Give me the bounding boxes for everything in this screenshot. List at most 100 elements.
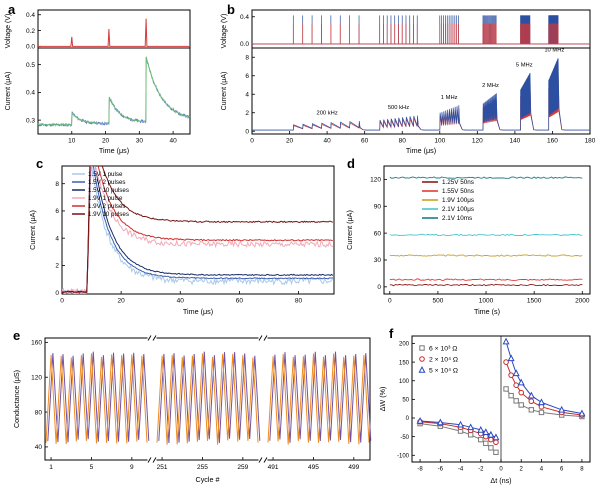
marker-circle	[513, 382, 519, 389]
c-legend-label: 1.5V 10 pulses	[88, 187, 129, 194]
svg-text:40: 40	[323, 138, 331, 145]
c-legend-label: 1.5V 1 pulse	[88, 171, 123, 178]
d-legend-label: 1.9V 100μs	[442, 197, 474, 204]
svg-text:60: 60	[236, 298, 244, 305]
e-cycle-trace	[158, 351, 261, 444]
marker-square	[419, 345, 425, 351]
panel-c-chart: 0 20 40 60 80 0 2 4 6 8 Time (μs) Current (μA) 1.5V …	[28, 165, 335, 316]
d-series	[389, 176, 583, 179]
panel-c-letter: c	[36, 156, 44, 171]
svg-text:Conductance (μS): Conductance (μS)	[12, 370, 21, 428]
panel-c: c 0 20 40 60 80 0 2 4 6 8 Time (μs) Current (μA) 1.5…	[22, 156, 340, 322]
svg-text:-8: -8	[417, 467, 423, 473]
marker-square	[467, 432, 474, 438]
svg-text:0.0: 0.0	[240, 41, 249, 48]
d-series	[389, 233, 583, 237]
marker-circle	[419, 356, 425, 362]
svg-text:0.0: 0.0	[26, 44, 35, 51]
c-series	[62, 166, 334, 294]
svg-text:Time (s): Time (s)	[474, 307, 500, 316]
panel-f: f -8 -6 -4 -2 0 2 4 6 8 -100 -50 0 50 100 150 200 6 × 10…	[376, 326, 598, 494]
d-legend-label: 1.25V 50ns	[442, 179, 474, 186]
svg-text:0.4: 0.4	[26, 12, 35, 19]
svg-text:495: 495	[308, 464, 319, 471]
panel-d-letter: d	[347, 156, 355, 171]
svg-text:2000: 2000	[575, 298, 590, 305]
svg-text:8: 8	[580, 467, 584, 473]
f-legend-label: 2 × 10⁴ Ω	[429, 357, 458, 364]
d-series	[389, 254, 583, 257]
d-series	[389, 283, 583, 287]
svg-text:Cycle #: Cycle #	[196, 475, 220, 484]
c-legend-label: 1.9V 1 pulse	[88, 195, 123, 202]
c-legend-label: 1.9V 2 pulses	[88, 203, 126, 210]
a-current-fit	[38, 56, 191, 126]
svg-text:0.2: 0.2	[26, 28, 35, 35]
svg-text:30: 30	[374, 257, 382, 264]
marker-triangle	[467, 423, 475, 431]
panel-b: b 0.0 0.4 0 2 4 6 8 0 20 40 60 80 100 120 140 160 180 Tim…	[200, 2, 598, 158]
svg-text:90: 90	[374, 203, 382, 210]
marker-square	[518, 402, 524, 408]
svg-text:0.5: 0.5	[26, 62, 35, 69]
c-series	[62, 166, 334, 294]
svg-text:60: 60	[361, 138, 369, 145]
svg-text:0: 0	[388, 298, 392, 305]
panel-a-letter: a	[8, 2, 16, 17]
marker-triangle	[482, 428, 490, 435]
marker-circle	[483, 433, 489, 440]
marker-triangle	[578, 409, 586, 417]
svg-text:100: 100	[434, 138, 445, 145]
e-cycle-trace	[267, 353, 370, 445]
svg-text:30: 30	[136, 138, 144, 145]
marker-triangle	[507, 354, 515, 362]
svg-text:50: 50	[402, 398, 409, 404]
d-legend-label: 2.1V 100μs	[442, 206, 474, 213]
svg-text:Current (μA): Current (μA)	[28, 210, 37, 250]
svg-text:Voltage (V): Voltage (V)	[221, 14, 228, 49]
a-current-data	[37, 56, 191, 128]
f-legend-label: 6 × 10³ Ω	[429, 346, 457, 353]
c-series	[62, 166, 334, 293]
b-freq-label: 200 kHz	[316, 111, 337, 117]
marker-triangle	[512, 369, 520, 377]
svg-text:0: 0	[377, 284, 381, 291]
svg-text:160: 160	[547, 138, 558, 145]
svg-text:120: 120	[472, 138, 483, 145]
marker-square	[493, 449, 499, 456]
b-freq-label: 500 kHz	[388, 105, 409, 111]
panel-a-chart: 0.0 0.2 0.4 0.3 0.4 0.5 10 20 30 40 Time (μs) Volta…	[5, 9, 191, 155]
panel-e: e 40 80 120 160 1 5 9 251 255 259 491 495 499 Conduct…	[8, 328, 378, 494]
svg-text:1500: 1500	[527, 298, 542, 305]
panel-f-chart: -8 -6 -4 -2 0 2 4 6 8 -100 -50 0 50 100 150 200 6 × 10³ …	[378, 335, 591, 485]
c-series	[62, 166, 333, 293]
marker-circle	[538, 404, 545, 410]
svg-text:40: 40	[169, 138, 177, 145]
marker-square	[478, 436, 484, 443]
d-series	[389, 278, 583, 281]
marker-square	[508, 392, 514, 399]
svg-text:Time (μs): Time (μs)	[406, 146, 436, 155]
svg-text:0: 0	[406, 416, 410, 422]
panel-a: a 0.0 0.2 0.4 0.3 0.4 0.5 10 20 30 40 Time (μs) Vol…	[0, 2, 200, 158]
svg-text:-4: -4	[458, 467, 464, 473]
marker-triangle	[457, 420, 465, 428]
marker-triangle	[477, 425, 485, 433]
b-current-blue	[252, 58, 590, 131]
c-legend-label: 1.5V 2 pulses	[88, 179, 126, 186]
panel-f-letter: f	[389, 326, 394, 341]
e-cycle-trace	[269, 351, 372, 443]
svg-text:Time (μs): Time (μs)	[99, 146, 129, 155]
svg-text:120: 120	[370, 177, 381, 184]
svg-text:-2: -2	[478, 467, 484, 473]
marker-triangle	[502, 337, 510, 345]
svg-text:0: 0	[60, 298, 64, 305]
marker-triangle	[416, 417, 424, 424]
svg-text:6: 6	[560, 467, 564, 473]
b-freq-label: 2 MHz	[482, 83, 499, 89]
svg-text:0: 0	[55, 290, 59, 297]
panel-d: d 0 500 1000 1500 2000 0 30 60 90 120 Time (s) Curr…	[338, 156, 600, 322]
svg-text:6: 6	[245, 73, 249, 80]
svg-text:20: 20	[102, 138, 110, 145]
